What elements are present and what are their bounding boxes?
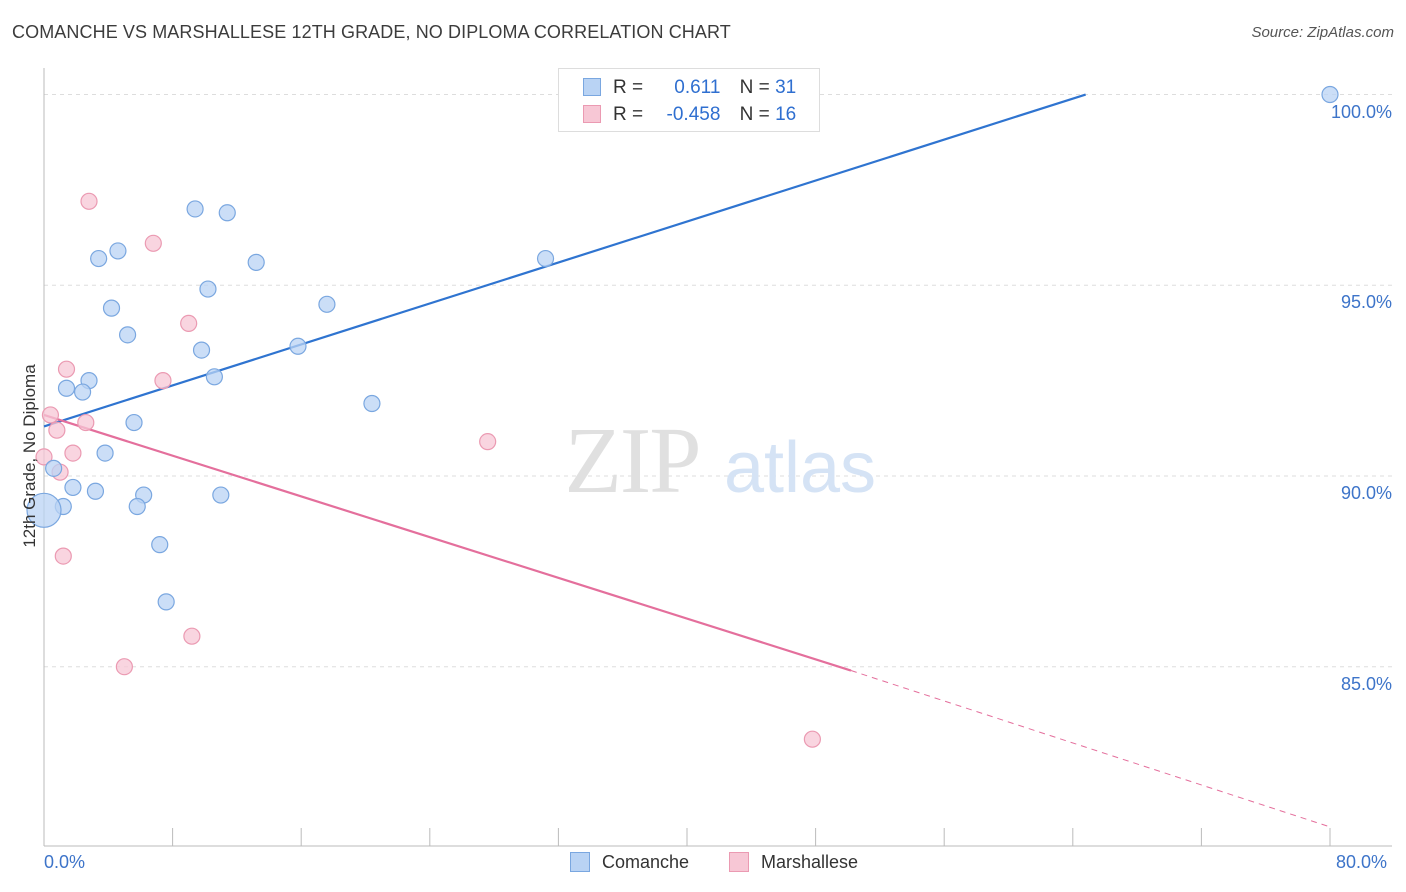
- watermark-zip: ZIP: [565, 409, 700, 513]
- point-comanche: [205, 368, 223, 386]
- point-comanche: [247, 253, 265, 271]
- y-tick-label: 90.0%: [1340, 482, 1392, 503]
- trend-line-marshallese-extension: [850, 670, 1331, 828]
- y-tick-label: 95.0%: [1340, 292, 1392, 313]
- legend-n-value-comanche: 31: [775, 77, 797, 98]
- x-tick-label-max: 80.0%: [1336, 852, 1388, 872]
- legend-swatch-comanche: [570, 852, 590, 872]
- point-comanche: [536, 249, 555, 268]
- legend-r-value-comanche: 0.611: [674, 77, 721, 98]
- point-comanche: [192, 341, 211, 359]
- point-marshallese: [479, 433, 497, 451]
- point-comanche: [157, 593, 175, 611]
- legend-r-label: R =: [613, 104, 644, 125]
- point-comanche: [90, 249, 108, 268]
- point-marshallese: [77, 413, 95, 432]
- point-comanche: [102, 299, 121, 317]
- legend-r-label: R =: [613, 77, 644, 98]
- point-comanche: [289, 337, 307, 355]
- y-tick-label: 85.0%: [1340, 673, 1392, 694]
- data-points: [26, 85, 1339, 748]
- chart-title: COMANCHE VS MARSHALLESE 12TH GRADE, NO D…: [12, 22, 731, 42]
- legend-item-comanche: Comanche: [570, 852, 689, 873]
- axes: [43, 68, 1392, 847]
- point-comanche: [96, 444, 114, 462]
- point-comanche: [86, 482, 105, 500]
- legend-n-value-marshallese: 16: [775, 104, 797, 125]
- point-marshallese: [183, 627, 201, 645]
- point-comanche: [118, 326, 137, 344]
- point-comanche: [318, 295, 336, 313]
- point-comanche: [199, 280, 217, 298]
- legend-swatch-marshallese: [583, 105, 601, 123]
- x-tick-label-min: 0.0%: [44, 852, 86, 872]
- legend-n-label: N =: [739, 104, 770, 125]
- point-comanche: [128, 497, 146, 516]
- point-marshallese: [115, 658, 133, 676]
- source-credit: Source: ZipAtlas.com: [1251, 24, 1394, 41]
- legend-swatch-comanche: [583, 78, 601, 96]
- gridlines: [44, 94, 1392, 668]
- trend-line-comanche: [43, 93, 1086, 428]
- y-tick-label: 100.0%: [1330, 101, 1392, 122]
- legend-swatch-marshallese: [729, 852, 749, 872]
- point-marshallese: [144, 234, 162, 252]
- point-comanche: [64, 478, 82, 497]
- point-comanche: [218, 204, 236, 222]
- legend-label-comanche: Comanche: [602, 852, 690, 872]
- point-marshallese: [803, 730, 821, 748]
- point-comanche: [109, 242, 127, 260]
- point-comanche: [151, 536, 169, 554]
- point-marshallese: [48, 421, 66, 439]
- point-comanche: [57, 379, 76, 397]
- watermark: ZIP atlas: [565, 409, 877, 513]
- point-comanche: [1321, 85, 1339, 104]
- y-axis-label: 12th Grade, No Diploma: [20, 364, 39, 548]
- point-comanche: [45, 459, 63, 477]
- stats-legend: R = 0.611 N = 31 R = -0.458 N = 16: [558, 68, 820, 132]
- point-comanche: [125, 413, 143, 432]
- legend-item-marshallese: Marshallese: [729, 852, 858, 873]
- point-marshallese: [64, 444, 82, 462]
- watermark-atlas: atlas: [724, 428, 876, 508]
- legend-n-label: N =: [739, 77, 770, 98]
- legend-label-marshallese: Marshallese: [761, 852, 859, 872]
- legend-row-comanche: R = 0.611 N = 31: [583, 77, 796, 99]
- point-marshallese: [57, 360, 76, 378]
- point-comanche: [73, 383, 92, 401]
- legend-r-value-marshallese: -0.458: [666, 104, 721, 125]
- legend-row-marshallese: R = -0.458 N = 16: [583, 104, 796, 126]
- point-marshallese: [35, 448, 53, 466]
- point-marshallese: [154, 372, 172, 390]
- trend-line-marshallese: [43, 413, 852, 672]
- point-marshallese: [80, 192, 98, 210]
- point-comanche: [363, 394, 381, 413]
- point-comanche: [186, 200, 204, 218]
- point-marshallese: [54, 547, 72, 565]
- point-marshallese: [41, 406, 60, 424]
- point-marshallese: [180, 314, 198, 332]
- point-comanche: [212, 486, 230, 504]
- point-comanche: [26, 492, 62, 528]
